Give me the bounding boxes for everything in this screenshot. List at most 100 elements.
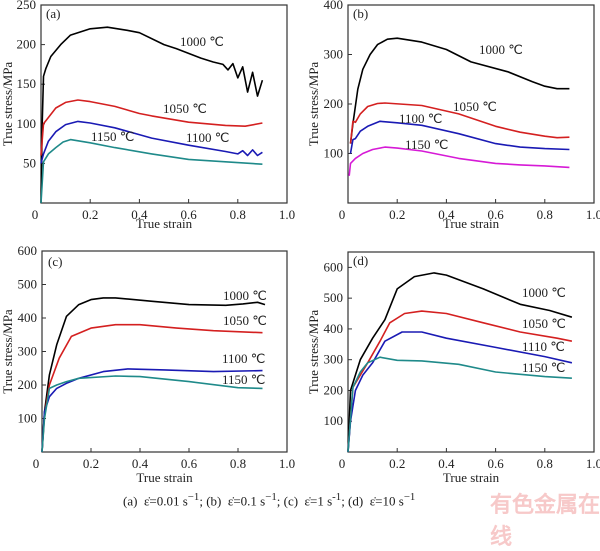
figure: 0 0.2 0.4 0.6 0.8 1.0 50 100 150 200 250 True strai… [0,0,600,485]
caption-a-rate: ε̇=0.01 s [143,493,188,509]
series-line-1150 [348,146,570,176]
series-line-1050 [349,102,570,144]
caption-a-label: (a) [123,493,138,509]
x-tick-label: 0.8 [537,456,553,471]
plot-frame [40,4,288,204]
x-tick-label: 0.6 [487,456,504,471]
series-line-1050 [347,310,573,453]
series-label-1000: 1000 ℃ [180,34,224,49]
series-label-1050: 1050 ℃ [163,101,207,116]
series-line-1100 [349,120,570,154]
series-label-1100: 1100 ℃ [222,351,265,366]
caption-c-exp: -1 [332,491,342,503]
x-tick-label: 0.4 [438,456,455,471]
series-line-1000 [349,37,570,144]
y-tick-label: 200 [18,377,38,392]
x-tick-label: 0.4 [438,207,455,222]
x-tick-label: 0.6 [181,456,198,471]
y-tick-label: 100 [324,413,344,428]
y-axis-title: True stress/MPa [0,62,15,147]
y-tick-label: 400 [324,321,344,336]
caption-c-rate: ε̇=1 s [304,493,333,509]
series-label-1050: 1050 ℃ [522,316,566,331]
y-tick-label: 500 [324,290,344,305]
y-tick-label: 200 [17,37,37,52]
x-axis-title: True strain [136,470,193,485]
panel-label: (d) [353,253,368,268]
series-line-1000 [41,297,266,453]
caption-b-exp: −1 [265,491,277,503]
panel-c: 0 0.2 0.4 0.6 0.8 1.0 100 200 300 400 500 600 True s… [0,243,295,485]
caption-b-label: ; (b) [199,493,222,509]
caption-d-rate: ε̇=10 s [369,493,404,509]
y-tick-label: 100 [17,116,37,131]
panel-label: (b) [353,6,368,21]
x-tick-label: 0.4 [132,456,149,471]
x-tick-label: 0 [33,456,40,471]
x-axis-title: True strain [136,216,193,231]
caption-d-exp: −1 [403,491,416,503]
series-label-1050: 1050 ℃ [223,313,267,328]
x-tick-label: 0 [32,207,39,222]
y-tick-label: 50 [23,155,36,170]
y-tick-label: 600 [324,259,344,274]
x-tick-label: 0.6 [180,207,197,222]
series-label-1100: 1100 ℃ [186,130,229,145]
y-tick-label: 300 [18,344,38,359]
y-tick-label: 400 [324,0,344,12]
x-tick-label: 1.0 [586,456,600,471]
series-label-1050: 1050 ℃ [453,99,497,114]
series-label-1000: 1000 ℃ [522,285,566,300]
series-line-1000 [347,272,573,453]
panel-b: 0 0.2 0.4 0.6 0.8 1.0 100 200 300 400 True strain T… [306,0,600,231]
series-label-1150: 1150 ℃ [91,129,134,144]
x-tick-label: 0.2 [389,456,405,471]
x-tick-label: 0.4 [131,207,148,222]
y-tick-label: 100 [18,411,38,426]
x-tick-label: 0 [339,456,346,471]
panel-label: (c) [48,254,62,269]
series-line-1150 [347,356,572,453]
x-tick-label: 1.0 [279,456,295,471]
x-tick-label: 0.6 [487,207,504,222]
x-axis-title: True strain [443,470,500,485]
x-tick-label: 1.0 [586,207,600,222]
x-tick-label: 0.2 [82,207,98,222]
plot-frame [347,251,595,453]
y-tick-label: 200 [324,382,344,397]
panel-a: 0 0.2 0.4 0.6 0.8 1.0 50 100 150 200 250 True strai… [0,0,295,231]
caption-d-label: ; (d) [341,493,364,509]
figure-caption: (a) ε̇=0.01 s−1; (b) ε̇=0.1 s−1; (c) ε̇=… [123,491,415,509]
caption-b-rate: ε̇=0.1 s [227,493,266,509]
series-label-1000: 1000 ℃ [223,288,267,303]
y-tick-label: 600 [18,243,38,258]
x-axis-title: True strain [443,216,500,231]
panel-label: (a) [46,6,60,21]
x-tick-label: 0.2 [389,207,405,222]
y-tick-label: 150 [17,76,37,91]
series-label-1100: 1100 ℃ [399,111,442,126]
series-label-1150: 1150 ℃ [405,137,448,152]
series-line-1110 [347,331,573,453]
caption-a-exp: −1 [187,491,200,503]
y-axis-title: True stress/MPa [306,310,321,395]
y-tick-label: 100 [324,146,344,161]
panel-d: 0 0.2 0.4 0.6 0.8 1.0 100 200 300 400 500 600 True s… [306,251,600,485]
y-tick-label: 500 [18,277,38,292]
x-tick-label: 0.8 [230,207,246,222]
x-tick-label: 1.0 [279,207,295,222]
x-tick-label: 0.8 [537,207,553,222]
x-tick-label: 0.8 [230,456,246,471]
x-tick-label: 0 [339,207,346,222]
y-axis-title: True stress/MPa [306,62,321,147]
y-axis-title: True stress/MPa [0,309,15,394]
series-label-1150: 1150 ℃ [222,372,265,387]
caption-c-label: ; (c) [276,493,299,509]
series-label-1110: 1110 ℃ [522,339,565,354]
series-line-1150 [41,375,263,453]
y-tick-label: 250 [17,0,37,12]
y-tick-label: 400 [18,310,38,325]
series-line-1050 [40,99,263,156]
series-label-1150: 1150 ℃ [522,360,565,375]
series-label-1000: 1000 ℃ [479,42,523,57]
